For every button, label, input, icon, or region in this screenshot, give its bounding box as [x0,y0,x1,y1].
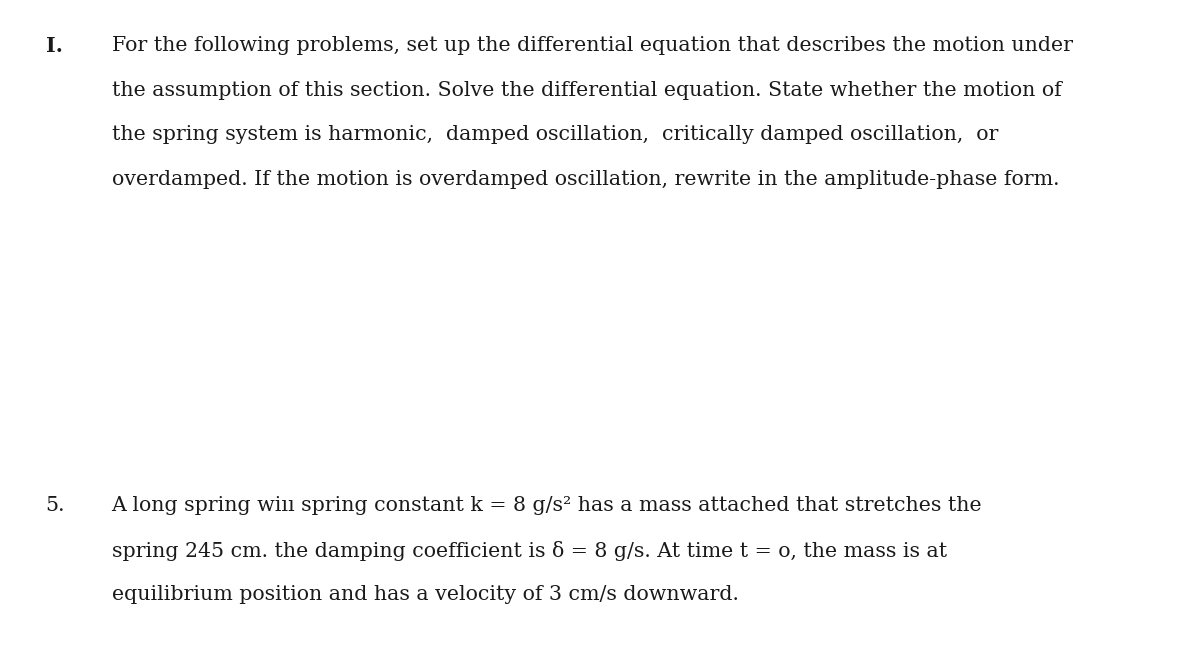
Text: the spring system is harmonic,  damped oscillation,  critically damped oscillati: the spring system is harmonic, damped os… [112,125,998,145]
Text: I.: I. [46,36,62,56]
Text: spring 245 cm. the damping coefficient is δ = 8 g/s. At time t = o, the mass is : spring 245 cm. the damping coefficient i… [112,541,947,560]
Text: overdamped. If the motion is overdamped oscillation, rewrite in the amplitude-ph: overdamped. If the motion is overdamped … [112,170,1060,189]
Text: the assumption of this section. Solve the differential equation. State whether t: the assumption of this section. Solve th… [112,81,1061,100]
Text: For the following problems, set up the differential equation that describes the : For the following problems, set up the d… [112,36,1073,55]
Text: A long spring wiıı spring constant k = 8 g/s² has a mass attached that stretches: A long spring wiıı spring constant k = 8… [112,496,983,515]
Text: 5.: 5. [46,496,65,515]
Text: equilibrium position and has a velocity of 3 cm/s downward.: equilibrium position and has a velocity … [112,585,738,604]
